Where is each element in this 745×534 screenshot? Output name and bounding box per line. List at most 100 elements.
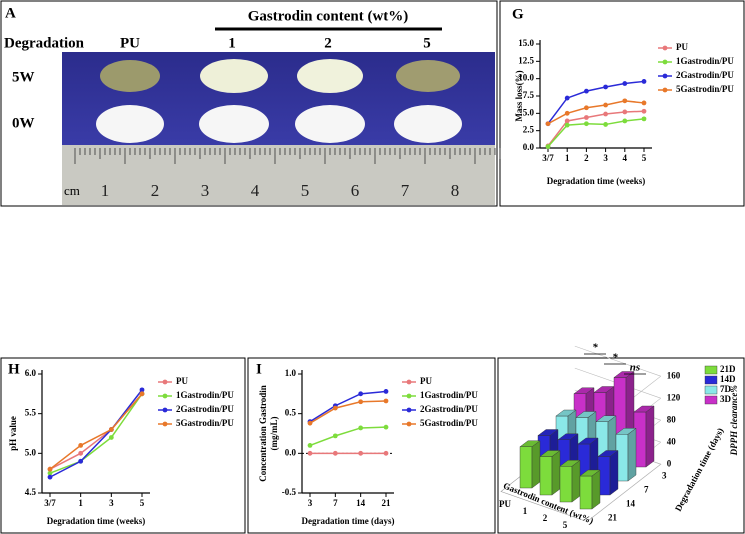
bar-top xyxy=(613,371,635,378)
x-tick-label: 3 xyxy=(603,153,608,163)
z-tick-label: 40 xyxy=(667,436,677,446)
y-tick-label: 4.5 xyxy=(25,487,37,497)
panel-border xyxy=(0,357,246,534)
group-title: Gastrodin content (wt%) xyxy=(248,8,409,24)
bar-top xyxy=(633,405,655,413)
data-point xyxy=(358,450,364,456)
column-label: 5 xyxy=(423,35,431,51)
data-point xyxy=(139,387,145,393)
y-tick-label: -0.5 xyxy=(282,487,297,497)
category-label: 1 xyxy=(523,506,528,516)
series-line xyxy=(547,100,645,125)
series-line xyxy=(49,393,143,474)
x-axis-label: Degradation time (weeks) xyxy=(547,176,645,186)
data-point xyxy=(584,115,589,120)
y-axis-label: Mass loss(%) xyxy=(514,70,524,121)
data-point xyxy=(307,450,313,456)
data-point xyxy=(383,389,389,394)
legend-swatch xyxy=(704,375,718,385)
y-tick-label: 0.0 xyxy=(285,447,297,457)
bar-front xyxy=(539,456,553,496)
legend-label: 3D xyxy=(720,394,732,404)
bar-top xyxy=(539,450,561,457)
y-axis-label: pH value xyxy=(8,416,18,451)
data-point xyxy=(622,109,628,115)
x-axis-label: Degradation time (weeks) xyxy=(47,516,145,526)
legend-label: 1Gastrodin/PU xyxy=(420,390,478,400)
data-point xyxy=(332,433,338,439)
bar-top xyxy=(615,428,637,435)
bar-side xyxy=(609,450,619,496)
bar-top xyxy=(519,440,541,447)
bar xyxy=(597,450,619,496)
grid-line xyxy=(574,345,661,377)
ruler-number: 6 xyxy=(351,181,360,200)
data-point xyxy=(383,398,389,404)
bar-top xyxy=(573,387,595,394)
data-point xyxy=(358,391,364,397)
legend-marker xyxy=(406,379,412,385)
category-label: PU xyxy=(499,499,511,509)
data-point xyxy=(564,122,570,128)
data-point xyxy=(47,470,53,476)
data-point xyxy=(622,81,628,86)
bar-side xyxy=(645,405,655,468)
column-label: 1 xyxy=(228,35,236,51)
x-tick-label: 2 xyxy=(584,153,589,163)
legend-label: 2Gastrodin/PU xyxy=(420,404,478,414)
x-tick-label: 1 xyxy=(565,153,570,163)
bar-front xyxy=(519,446,533,489)
data-point xyxy=(78,458,84,464)
legend-marker xyxy=(406,407,412,413)
data-point xyxy=(358,425,364,431)
data-point xyxy=(307,420,313,426)
sample-disc xyxy=(295,105,365,143)
data-point xyxy=(564,110,570,116)
ruler-number: 8 xyxy=(451,181,460,200)
annotation: ns xyxy=(630,362,640,374)
annotation: * xyxy=(592,342,598,354)
bar-side xyxy=(531,440,541,489)
legend-label: 5Gastrodin/PU xyxy=(420,418,478,428)
depth-tick-label: 3 xyxy=(662,471,667,481)
ruler xyxy=(62,145,495,205)
ruler-unit: cm xyxy=(64,183,80,198)
data-point xyxy=(108,427,114,432)
x-tick-label: 4 xyxy=(623,153,628,163)
y-tick-label: 10.0 xyxy=(518,73,534,83)
data-point xyxy=(641,100,647,106)
x-tick-label: 5 xyxy=(642,153,647,163)
data-point xyxy=(47,474,53,480)
depth-tick-label: 7 xyxy=(644,485,649,495)
data-point xyxy=(78,443,84,448)
depth-tick-label: 21 xyxy=(608,513,618,523)
annotation: * xyxy=(612,352,618,364)
legend-label: PU xyxy=(176,376,188,386)
y-tick-label: 15.0 xyxy=(518,38,534,48)
data-point xyxy=(108,435,114,440)
bar-top xyxy=(577,437,599,445)
z-tick-label: 80 xyxy=(667,414,677,424)
data-point xyxy=(383,450,389,456)
data-point xyxy=(332,450,338,456)
series-line xyxy=(309,400,387,424)
panel-border xyxy=(0,0,498,207)
y-tick-label: 5.5 xyxy=(25,408,37,418)
x-tick-label: 21 xyxy=(382,498,392,508)
x-tick-label: 3/7 xyxy=(44,498,56,508)
ruler-number: 4 xyxy=(251,181,260,200)
bar xyxy=(633,405,655,468)
legend-marker xyxy=(162,379,168,385)
sample-disc xyxy=(297,59,363,93)
row-label: 0W xyxy=(12,115,35,131)
data-point xyxy=(78,450,84,456)
column-label: 2 xyxy=(324,35,332,51)
panel-label: A xyxy=(5,5,16,21)
x-tick-label: 3 xyxy=(109,498,114,508)
bar-front xyxy=(579,475,593,510)
data-point xyxy=(584,88,589,94)
data-point xyxy=(383,424,389,430)
bar xyxy=(559,459,581,503)
legend-label: 2Gastrodin/PU xyxy=(176,404,234,414)
